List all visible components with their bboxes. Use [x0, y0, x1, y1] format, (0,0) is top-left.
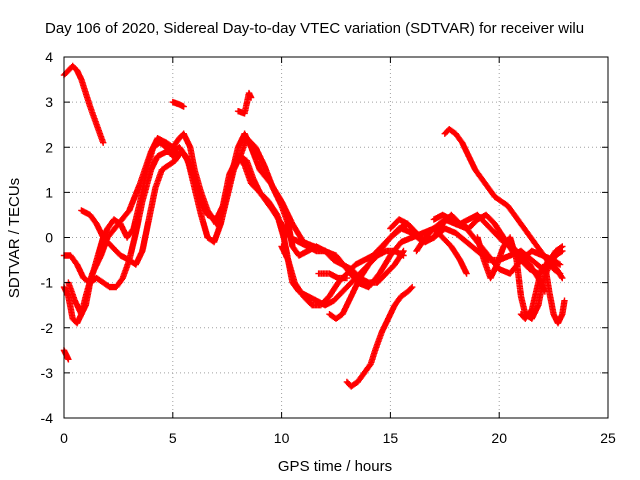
- data-series-pass-m: [343, 283, 416, 390]
- x-tick-label: 5: [169, 430, 177, 446]
- y-tick-label: -2: [41, 320, 54, 336]
- x-tick-label: 20: [491, 430, 507, 446]
- x-tick-label: 25: [600, 430, 616, 446]
- data-series-pass-b: [60, 347, 72, 363]
- y-tick-label: 2: [45, 139, 53, 155]
- data-series-pass-i: [237, 135, 407, 286]
- x-axis-title: GPS time / hours: [278, 458, 392, 475]
- data-series-pass-o: [413, 225, 470, 277]
- y-tick-label: 4: [45, 49, 53, 65]
- y-tick-label: -1: [41, 275, 54, 291]
- y-tick-label: 1: [45, 184, 53, 200]
- data-series-pass-l: [326, 247, 407, 322]
- data-series-pass-k: [315, 270, 351, 282]
- data-series-pass-e: [78, 148, 329, 268]
- data-series-pass-a: [60, 62, 107, 146]
- tick-layer: 0 5 10 15 20 25 -4 -3 -2 -1 0 1 2 3 4: [41, 49, 616, 446]
- y-tick-label: -4: [41, 410, 54, 426]
- data-series-pass-h: [234, 89, 255, 117]
- chart-title: Day 106 of 2020, Sidereal Day-to-day VTE…: [45, 20, 584, 37]
- y-tick-label: 0: [45, 230, 53, 246]
- x-tick-label: 10: [274, 430, 290, 446]
- y-tick-label: -3: [41, 365, 54, 381]
- data-series-pass-g: [169, 98, 187, 110]
- series-layer: [60, 62, 568, 390]
- data-series-pass-p: [441, 126, 564, 277]
- y-axis-title: SDTVAR / TECUs: [6, 178, 23, 298]
- data-series-pass-s: [517, 261, 568, 327]
- x-tick-label: 15: [383, 430, 399, 446]
- x-tick-label: 0: [60, 430, 68, 446]
- y-tick-label: 3: [45, 94, 53, 110]
